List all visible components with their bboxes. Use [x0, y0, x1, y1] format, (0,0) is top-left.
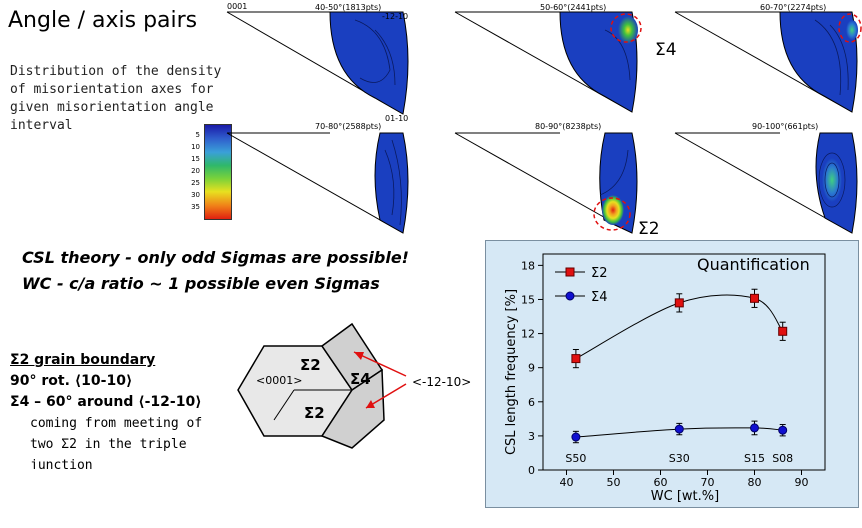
y-axis-label: CSL length frequency [%]: [504, 289, 519, 455]
fit-curve: [575, 427, 783, 438]
grain-boundary-line: 90° rot. ⟨10-10⟩: [10, 373, 133, 389]
pole-figure-panel-3: 60-70°(2274pts): [674, 3, 862, 113]
grain-boundary-text: Σ2 grain boundary 90° rot. ⟨10-10⟩ Σ4 – …: [10, 350, 202, 469]
plot-frame: [542, 253, 826, 471]
x-tick-label: 60: [654, 476, 668, 489]
pole-figures: 0001 -12-10 01-10 40-50°(1813pts) 50-60°…: [226, 2, 862, 239]
data-point-square: [571, 354, 581, 364]
diagram-label-top: Σ2: [300, 356, 321, 374]
theory-line-2: WC - c/a ratio ~ 1 possible even Sigmas: [22, 274, 380, 293]
theory-text: CSL theory - only odd Sigmas are possibl…: [22, 245, 409, 297]
legend-marker: [565, 291, 575, 301]
diagram-label-0001: <0001>: [256, 374, 302, 387]
legend-label: Σ4: [591, 290, 608, 305]
data-point-circle: [674, 424, 684, 434]
x-tick-label: 40: [560, 476, 574, 489]
colorbar-tick: 20: [191, 167, 200, 175]
pole-figure-panel-5: 80-90°(8238pts) Σ2: [454, 122, 660, 239]
diagram-arrow-label: <-12-10>: [412, 375, 471, 389]
corner-label: 01-10: [385, 114, 408, 123]
grain-boundary-line: Σ4 – 60° around ⟨-12-10⟩: [10, 394, 202, 410]
panel-title: 70-80°(2588pts): [315, 122, 381, 131]
y-tick-label: 9: [528, 362, 535, 375]
sigma2-annotation: Σ2: [638, 219, 660, 239]
colorbar-tick: 5: [195, 131, 200, 139]
data-point-square: [674, 298, 684, 308]
chart-background: [485, 240, 859, 508]
panel-title: 50-60°(2441pts): [540, 3, 606, 12]
data-point-circle: [750, 423, 759, 433]
diagram-label-right: Σ4: [350, 370, 371, 388]
description-text: Distribution of the density of misorient…: [10, 64, 222, 133]
corner-label: 0001: [227, 2, 247, 11]
corner-label: -12-10: [382, 12, 408, 21]
pole-figure-panel-2: 50-60°(2441pts) Σ4: [454, 3, 677, 113]
colorbar-tick: 10: [191, 143, 200, 151]
fit-curve: [575, 294, 784, 360]
colorbar-tick: 30: [191, 191, 200, 199]
x-tick-label: 90: [795, 476, 809, 489]
sample-label: S08: [772, 452, 793, 465]
y-tick-label: 15: [521, 293, 535, 306]
panel-title: 40-50°(1813pts): [315, 3, 381, 12]
sigma4-annotation: Σ4: [655, 40, 677, 60]
pole-figure-panel-4: 70-80°(2588pts): [226, 122, 409, 234]
x-axis-label: WC [wt.%]: [651, 489, 719, 504]
pole-figure-panel-1: 0001 -12-10 01-10 40-50°(1813pts): [226, 2, 409, 123]
grain-boundary-line: two Σ2 in the triple: [30, 437, 187, 452]
y-tick-label: 3: [528, 430, 535, 443]
colorbar-tick: 35: [191, 203, 200, 211]
data-point-square: [750, 293, 759, 303]
y-tick-label: 18: [521, 259, 535, 272]
y-tick-label: 6: [528, 396, 535, 409]
x-tick-label: 50: [607, 476, 621, 489]
quantification-chart: Quantification WC [wt.%] CSL length freq…: [485, 240, 859, 508]
theory-line-1: CSL theory - only odd Sigmas are possibl…: [22, 248, 409, 267]
slide-title: Angle / axis pairs: [8, 8, 198, 33]
colorbar-gradient: [204, 124, 232, 220]
data-point-circle: [778, 425, 788, 435]
colorbar-tick: 15: [191, 155, 200, 163]
grain-boundary-title: Σ2 grain boundary: [10, 352, 156, 368]
legend-label: Σ2: [591, 266, 608, 281]
colorbar: 5 10 15 20 25 30 35: [191, 124, 232, 220]
diagram-label-bottom: Σ2: [304, 404, 325, 422]
data-point-circle: [571, 432, 581, 442]
grain-boundary-line: junction: [30, 458, 93, 469]
x-tick-label: 70: [701, 476, 715, 489]
grain-diagram: <0001> Σ2 Σ2 Σ4 <-12-10>: [237, 322, 471, 449]
grain-boundary-line: coming from meeting of: [30, 416, 203, 431]
legend-marker: [565, 267, 575, 277]
chart-title: Quantification: [697, 255, 810, 274]
data-point-square: [778, 326, 788, 336]
panel-title: 80-90°(8238pts): [535, 122, 601, 131]
x-tick-label: 80: [748, 476, 762, 489]
panel-title: 60-70°(2274pts): [760, 3, 826, 12]
sample-label: S30: [669, 452, 690, 465]
y-tick-label: 12: [521, 328, 535, 341]
sample-label: S15: [744, 452, 765, 465]
panel-title: 90-100°(661pts): [752, 122, 818, 131]
pole-figure-panel-6: 90-100°(661pts): [674, 122, 858, 234]
sample-label: S50: [565, 452, 586, 465]
y-tick-label: 0: [528, 464, 535, 477]
colorbar-tick: 25: [191, 179, 200, 187]
